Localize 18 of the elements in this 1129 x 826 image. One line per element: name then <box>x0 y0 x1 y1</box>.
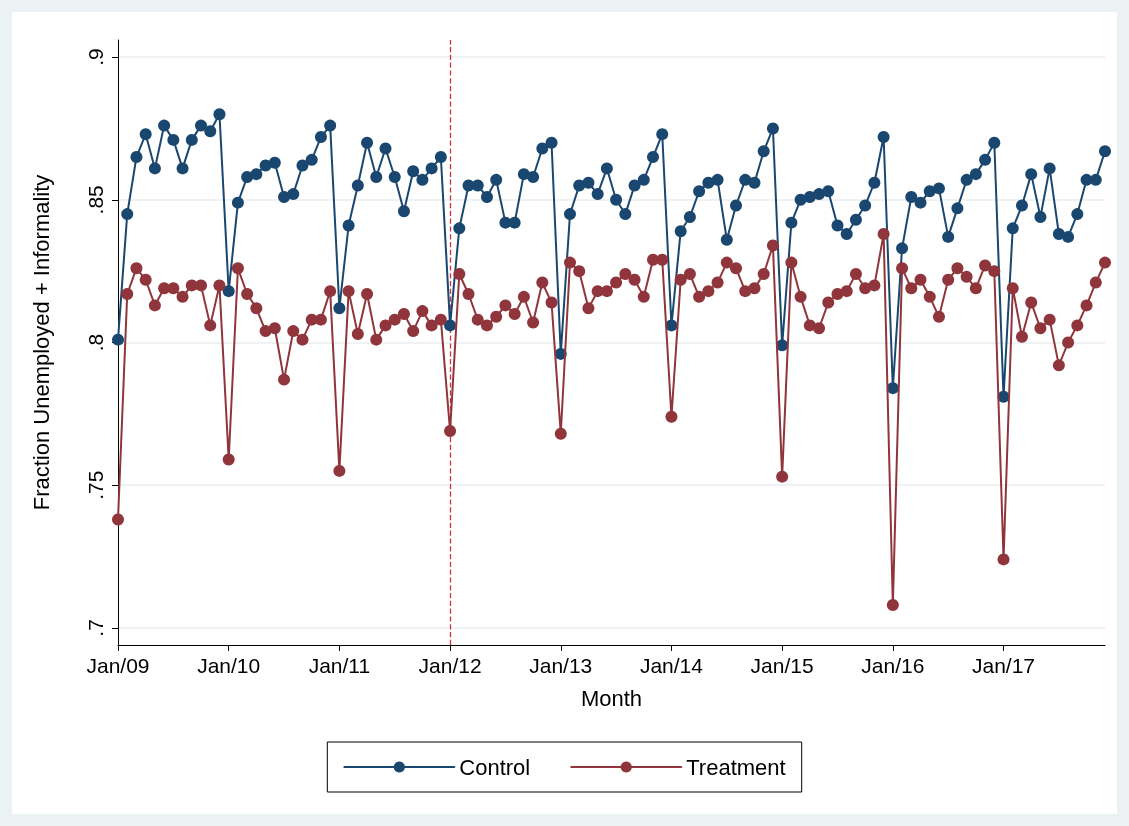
x-tick-label: Jan/09 <box>86 654 150 677</box>
legend-label: Treatment <box>686 754 786 780</box>
x-tick-label: Jan/13 <box>529 654 593 677</box>
x-tick-label: Jan/11 <box>308 654 371 677</box>
x-axis-title: Month <box>580 685 643 711</box>
y-tick-label: .85 <box>84 185 107 215</box>
y-tick-label: .9 <box>84 48 107 66</box>
y-tick-label: .8 <box>84 333 107 352</box>
y-tick-label: .75 <box>84 470 107 500</box>
x-tick-label: Jan/15 <box>750 654 814 677</box>
legend-label: Control <box>459 754 531 780</box>
x-tick-label: Jan/17 <box>972 654 1036 677</box>
y-axis-title: Fraction Unemployed + Informality <box>28 174 54 511</box>
y-tick-label: .7 <box>84 619 107 637</box>
x-tick-label: Jan/12 <box>418 654 482 677</box>
x-tick-label: Jan/14 <box>639 654 704 677</box>
x-tick-label: Jan/16 <box>861 654 925 677</box>
x-tick-label: Jan/10 <box>197 654 261 677</box>
